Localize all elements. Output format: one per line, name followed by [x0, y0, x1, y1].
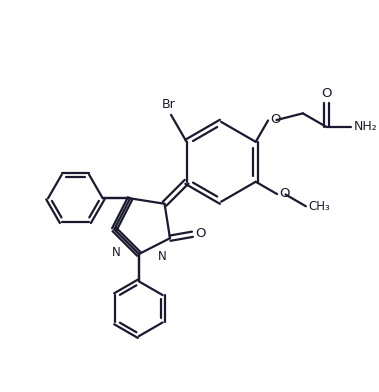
- Text: N: N: [112, 246, 121, 259]
- Text: O: O: [196, 227, 206, 240]
- Text: NH₂: NH₂: [354, 120, 377, 133]
- Text: O: O: [322, 87, 332, 100]
- Text: CH₃: CH₃: [308, 200, 330, 213]
- Text: O: O: [279, 187, 290, 200]
- Text: Br: Br: [162, 98, 176, 111]
- Text: O: O: [270, 113, 280, 126]
- Text: N: N: [158, 250, 166, 263]
